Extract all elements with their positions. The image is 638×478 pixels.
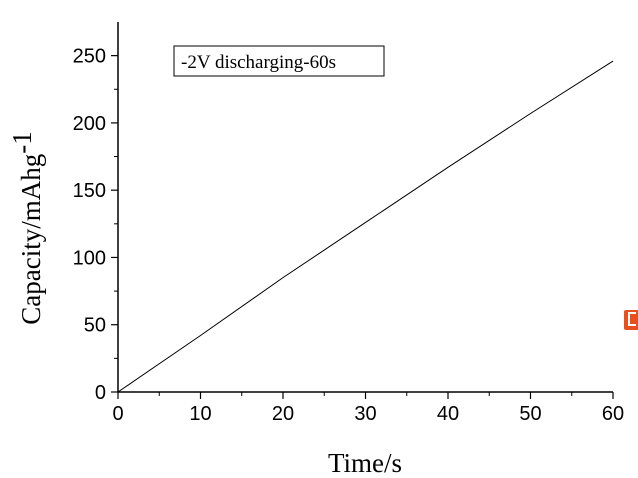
legend-box: -2V discharging-60s xyxy=(173,45,385,77)
x-tick-label: 20 xyxy=(272,403,294,425)
y-tick-label: 0 xyxy=(95,382,106,404)
series-line xyxy=(117,60,614,393)
orange-badge-icon[interactable] xyxy=(624,310,638,330)
y-tick-label: 250 xyxy=(73,46,106,68)
badge-glyph xyxy=(628,312,636,326)
legend-text: -2V discharging-60s xyxy=(181,52,336,73)
y-tick-label: 200 xyxy=(73,113,106,135)
x-tick-label: 50 xyxy=(519,403,541,425)
y-axis-title-main: Capacity/mAhg xyxy=(16,154,46,325)
axes xyxy=(117,22,613,393)
tick-labels: 0 10 20 30 40 50 60 0 50 100 150 200 250 xyxy=(73,46,625,425)
x-tick-label: 40 xyxy=(437,403,459,425)
ticks xyxy=(111,55,614,399)
x-axis-title: Time/s xyxy=(328,448,402,478)
y-tick-label: 100 xyxy=(73,247,106,269)
y-axis-title-superscript: -1 xyxy=(7,131,37,154)
x-tick-label: 10 xyxy=(189,403,211,425)
y-tick-label: 50 xyxy=(84,315,106,337)
y-tick-label: 150 xyxy=(73,180,106,202)
y-axis-title: Capacity/mAhg-1 xyxy=(7,131,46,324)
x-tick-label: 0 xyxy=(112,403,123,425)
x-tick-label: 30 xyxy=(354,403,376,425)
x-tick-label: 60 xyxy=(602,403,624,425)
